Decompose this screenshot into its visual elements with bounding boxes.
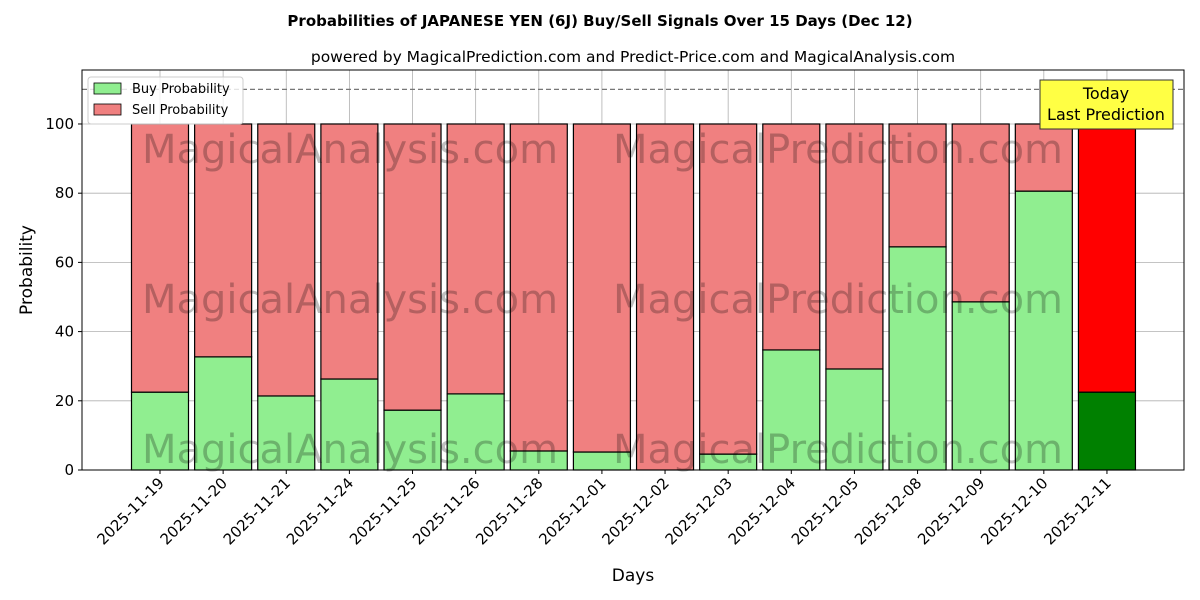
- sell-bar: [635, 123, 695, 471]
- sell-bar: [699, 123, 758, 455]
- x-tick-label: 2025-11-21: [220, 474, 294, 548]
- annotation-line1: Today: [1082, 84, 1129, 103]
- legend-label-sell: Sell Probability: [132, 103, 229, 118]
- watermark: MagicalPrediction.com: [613, 277, 1063, 323]
- y-axis-label: Probability: [17, 225, 37, 315]
- y-tick-label: 60: [55, 253, 74, 271]
- chart-title: Probabilities of JAPANESE YEN (6J) Buy/S…: [287, 12, 912, 30]
- x-tick-label: 2025-12-01: [535, 474, 609, 548]
- x-tick-label: 2025-11-24: [283, 474, 357, 548]
- x-tick-label: 2025-12-04: [725, 474, 799, 548]
- x-tick-label: 2025-12-11: [1040, 474, 1114, 548]
- buy-bar: [320, 378, 379, 471]
- legend-label-buy: Buy Probability: [132, 82, 230, 97]
- buy-bar: [888, 246, 947, 471]
- sell-bar: [762, 123, 821, 351]
- x-tick-label: 2025-12-03: [662, 474, 736, 548]
- sell-bar: [383, 123, 442, 411]
- y-tick-label: 80: [55, 184, 74, 202]
- watermark: MagicalAnalysis.com: [142, 127, 558, 173]
- x-tick-label: 2025-11-28: [472, 474, 546, 548]
- sell-bar: [825, 123, 884, 370]
- x-tick-label: 2025-12-08: [851, 474, 925, 548]
- y-tick-label: 100: [45, 115, 74, 133]
- x-tick-label: 2025-11-19: [93, 474, 167, 548]
- sell-bar: [888, 123, 947, 248]
- sell-bar: [257, 123, 316, 397]
- sell-bar: [1014, 123, 1073, 192]
- x-tick-label: 2025-12-05: [788, 474, 862, 548]
- x-tick-label: 2025-12-02: [598, 474, 672, 548]
- buy-bar: [1077, 391, 1137, 471]
- today-annotation: Today Last Prediction: [1039, 79, 1174, 130]
- sell-bar: [320, 123, 379, 380]
- sell-bar: [951, 123, 1010, 303]
- y-tick-label: 20: [55, 392, 74, 410]
- buy-bar: [1014, 190, 1073, 471]
- legend-swatch-buy: [93, 82, 122, 95]
- buy-bar: [383, 409, 442, 471]
- x-tick-label: 2025-11-26: [409, 474, 483, 548]
- sell-bar: [130, 123, 190, 393]
- plot-frame: [81, 69, 1185, 471]
- y-tick-label: 40: [55, 323, 74, 341]
- buy-bar: [257, 395, 316, 471]
- chart-subtitle: powered by MagicalPrediction.com and Pre…: [311, 48, 955, 66]
- buy-bar: [194, 356, 253, 471]
- sell-bar: [446, 123, 505, 395]
- x-axis-label: Days: [612, 566, 655, 586]
- sell-bar: [572, 123, 632, 453]
- y-tick-label: 0: [64, 461, 74, 479]
- sell-bar: [509, 123, 568, 452]
- buy-bar: [825, 368, 884, 471]
- watermark: MagicalPrediction.com: [613, 427, 1063, 473]
- buy-bar: [446, 393, 505, 471]
- x-tick-label: 2025-12-10: [977, 474, 1051, 548]
- x-tick-label: 2025-12-09: [914, 474, 988, 548]
- legend: Buy Probability Sell Probability: [87, 76, 244, 125]
- watermark: MagicalAnalysis.com: [142, 277, 558, 323]
- x-tick-label: 2025-11-20: [157, 474, 231, 548]
- watermark: MagicalPrediction.com: [613, 127, 1063, 173]
- buy-bar: [951, 301, 1010, 471]
- x-tick-label: 2025-11-25: [346, 474, 420, 548]
- legend-swatch-sell: [93, 103, 122, 116]
- watermark: MagicalAnalysis.com: [142, 427, 558, 473]
- sell-bar: [1077, 123, 1137, 393]
- annotation-line2: Last Prediction: [1047, 105, 1165, 124]
